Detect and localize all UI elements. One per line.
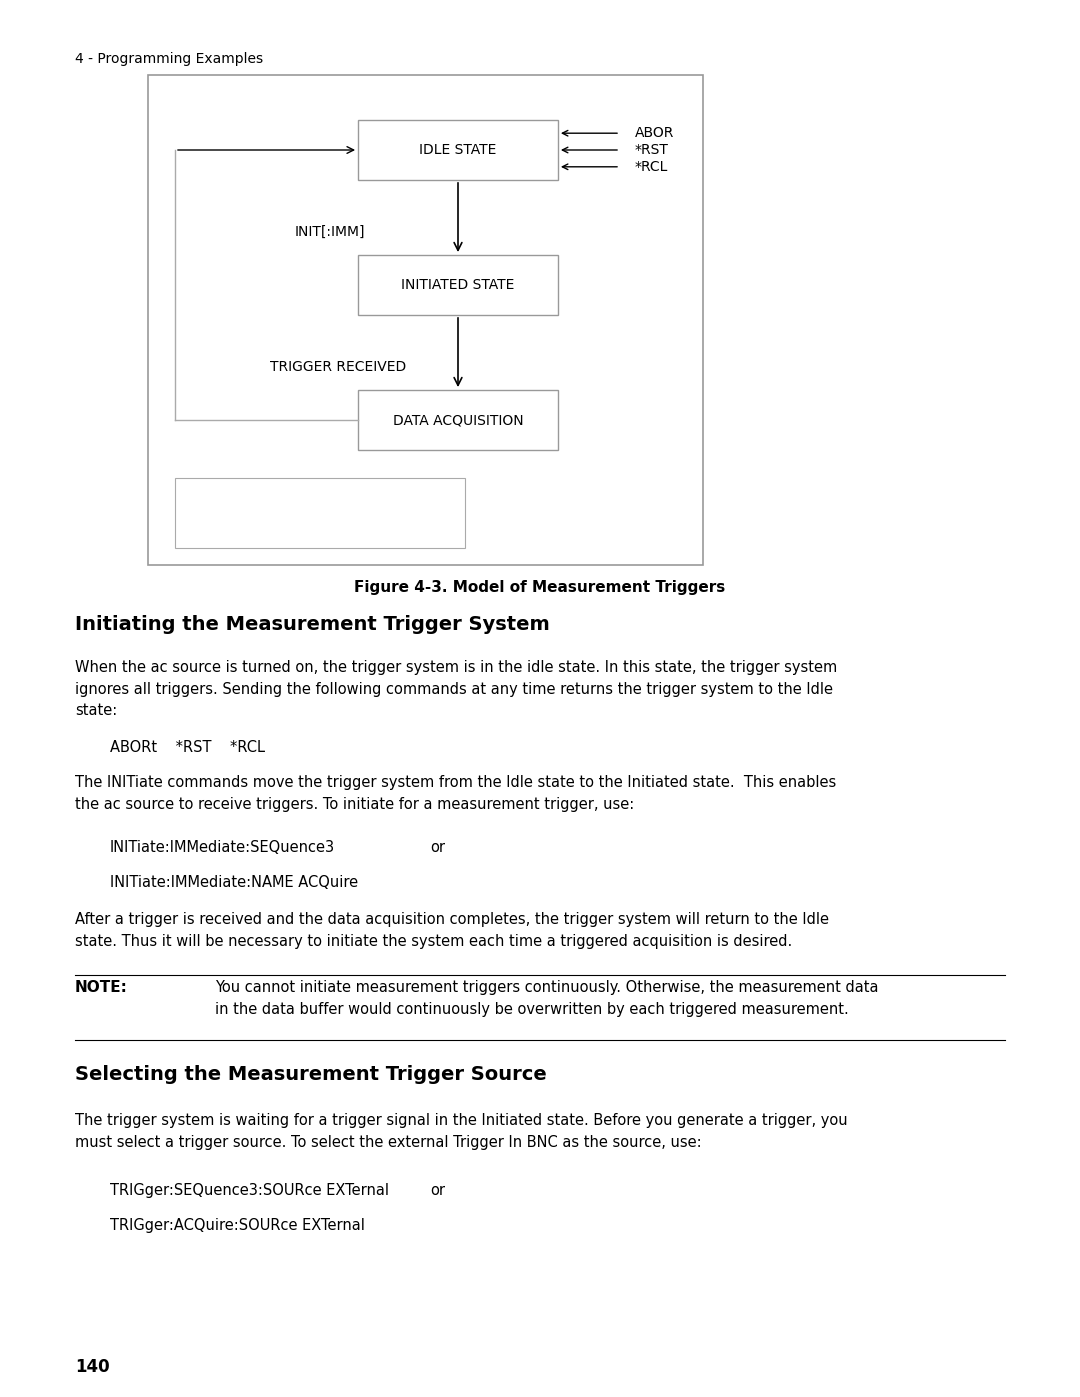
Text: When the ac source is turned on, the trigger system is in the idle state. In thi: When the ac source is turned on, the tri… [75, 659, 837, 718]
Text: or: or [430, 840, 445, 855]
Text: INIT[:IMM]: INIT[:IMM] [295, 225, 365, 239]
Text: INITIATED STATE: INITIATED STATE [402, 278, 515, 292]
Text: TRIGger:SEQuence3:SOURce EXTernal: TRIGger:SEQuence3:SOURce EXTernal [110, 1183, 389, 1199]
Text: ABOR: ABOR [635, 126, 674, 140]
Text: 140: 140 [75, 1358, 110, 1376]
Bar [357, 120, 558, 180]
Text: You cannot initiate measurement triggers continuously. Otherwise, the measuremen: You cannot initiate measurement triggers… [215, 981, 878, 1017]
Text: or: or [430, 1183, 445, 1199]
Text: *RST: *RST [635, 142, 669, 156]
Text: INITiate:IMMediate:NAME ACQuire: INITiate:IMMediate:NAME ACQuire [110, 875, 359, 890]
Text: The INITiate commands move the trigger system from the Idle state to the Initiat: The INITiate commands move the trigger s… [75, 775, 836, 812]
Text: 4 - Programming Examples: 4 - Programming Examples [75, 52, 264, 66]
Text: DATA ACQUISITION: DATA ACQUISITION [393, 414, 524, 427]
Bar [175, 478, 465, 548]
Text: ABORt    *RST    *RCL: ABORt *RST *RCL [110, 740, 265, 754]
Bar [148, 75, 703, 564]
Text: Initiating the Measurement Trigger System: Initiating the Measurement Trigger Syste… [75, 615, 550, 634]
Text: IDLE STATE: IDLE STATE [419, 142, 497, 156]
Bar [357, 390, 558, 450]
Text: INITiate:IMMediate:SEQuence3: INITiate:IMMediate:SEQuence3 [110, 840, 335, 855]
Text: NOTE:: NOTE: [75, 981, 127, 995]
Text: TRIGGER RECEIVED: TRIGGER RECEIVED [270, 360, 406, 374]
Text: TRIGger:ACQuire:SOURce EXTernal: TRIGger:ACQuire:SOURce EXTernal [110, 1218, 365, 1234]
Text: *RCL: *RCL [635, 159, 669, 173]
Text: Selecting the Measurement Trigger Source: Selecting the Measurement Trigger Source [75, 1065, 546, 1084]
Text: Figure 4-3. Model of Measurement Triggers: Figure 4-3. Model of Measurement Trigger… [354, 580, 726, 595]
Bar [357, 256, 558, 314]
Text: The trigger system is waiting for a trigger signal in the Initiated state. Befor: The trigger system is waiting for a trig… [75, 1113, 848, 1150]
Text: After a trigger is received and the data acquisition completes, the trigger syst: After a trigger is received and the data… [75, 912, 829, 949]
